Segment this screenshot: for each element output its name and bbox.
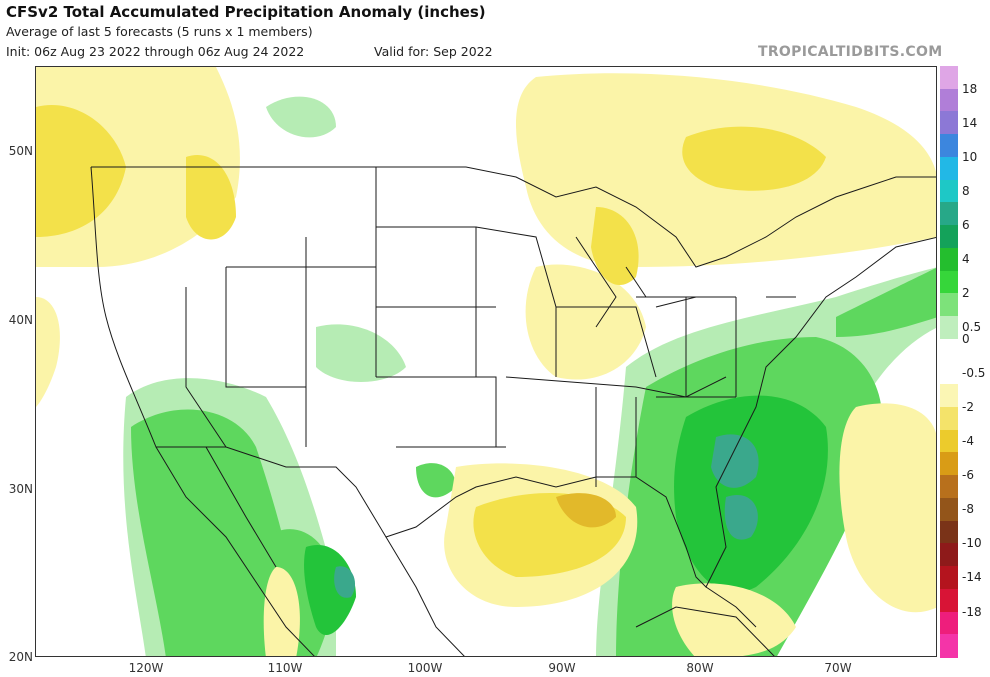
colorbar-segment xyxy=(940,543,958,567)
colorbar-label: -10 xyxy=(962,536,982,551)
lat-label-30n: 30N xyxy=(8,482,33,496)
valid-time-text: Valid for: Sep 2022 xyxy=(374,44,493,59)
colorbar-label: -2 xyxy=(962,399,974,414)
colorbar-label: 8 xyxy=(962,184,970,199)
colorbar-label: -0.5 xyxy=(962,365,986,380)
colorbar-segment xyxy=(940,88,958,113)
colorbar-segment xyxy=(940,66,958,90)
colorbar-label: 6 xyxy=(962,218,970,233)
lat-label-20n: 20N xyxy=(8,650,33,664)
colorbar-label: -14 xyxy=(962,570,982,585)
colorbar-segment xyxy=(940,406,958,431)
lon-label-100w: 100W xyxy=(407,661,443,675)
colorbar-segment xyxy=(940,384,958,408)
colorbar-segment xyxy=(940,156,958,181)
colorbar-label: 10 xyxy=(962,149,978,164)
lon-label-90w: 90W xyxy=(548,661,576,675)
colorbar-segment xyxy=(940,134,958,158)
colorbar-segment xyxy=(940,611,958,635)
colorbar-segment xyxy=(940,361,958,385)
lat-label-50n: 50N xyxy=(8,144,33,158)
colorbar-segment xyxy=(940,293,958,317)
colorbar-segment xyxy=(940,634,958,658)
colorbar-label: 0.5 xyxy=(962,320,982,335)
colorbar-label: 0 xyxy=(962,331,970,346)
init-time-text: Init: 06z Aug 23 2022 through 06z Aug 24… xyxy=(6,44,305,59)
lon-label-80w: 80W xyxy=(686,661,714,675)
lat-label-40n: 40N xyxy=(8,313,33,327)
colorbar-segment xyxy=(940,316,958,340)
colorbar-segment xyxy=(940,111,958,135)
lon-label-120w: 120W xyxy=(128,661,164,675)
lon-label-70w: 70W xyxy=(824,661,852,675)
colorbar-segment xyxy=(940,452,958,476)
gold-fields xyxy=(556,493,616,528)
colorbar-label: 4 xyxy=(962,252,970,267)
colorbar-segment xyxy=(940,520,958,544)
political-borders xyxy=(90,166,936,656)
colorbar-segment xyxy=(940,497,958,522)
colorbar-segment xyxy=(940,475,958,499)
map-subtitle: Average of last 5 forecasts (5 runs x 1 … xyxy=(6,24,313,39)
colorbar-label: -6 xyxy=(962,468,974,483)
colorbar-label: 14 xyxy=(962,115,978,130)
colorbar-label: 18 xyxy=(962,81,978,96)
colorbar-segment xyxy=(940,202,958,226)
colorbar-segment xyxy=(940,225,958,249)
colorbar-segment xyxy=(940,247,958,272)
precipitation-map xyxy=(35,66,937,657)
colorbar-segment xyxy=(940,179,958,203)
colorbar-segment xyxy=(940,270,958,294)
colorbar-label: -18 xyxy=(962,604,982,619)
teal-fields xyxy=(334,434,759,598)
colorbar xyxy=(940,66,958,658)
lon-label-110w: 110W xyxy=(267,661,303,675)
colorbar-segment xyxy=(940,588,958,613)
colorbar-label: -8 xyxy=(962,502,974,517)
map-canvas xyxy=(36,67,936,656)
colorbar-segment xyxy=(940,566,958,590)
colorbar-label: 2 xyxy=(962,286,970,301)
colorbar-label: -4 xyxy=(962,434,974,449)
map-title: CFSv2 Total Accumulated Precipitation An… xyxy=(6,3,486,21)
colorbar-segment xyxy=(940,429,958,454)
colorbar-segment xyxy=(940,338,958,363)
brand-watermark: TROPICALTIDBITS.COM xyxy=(758,44,943,60)
